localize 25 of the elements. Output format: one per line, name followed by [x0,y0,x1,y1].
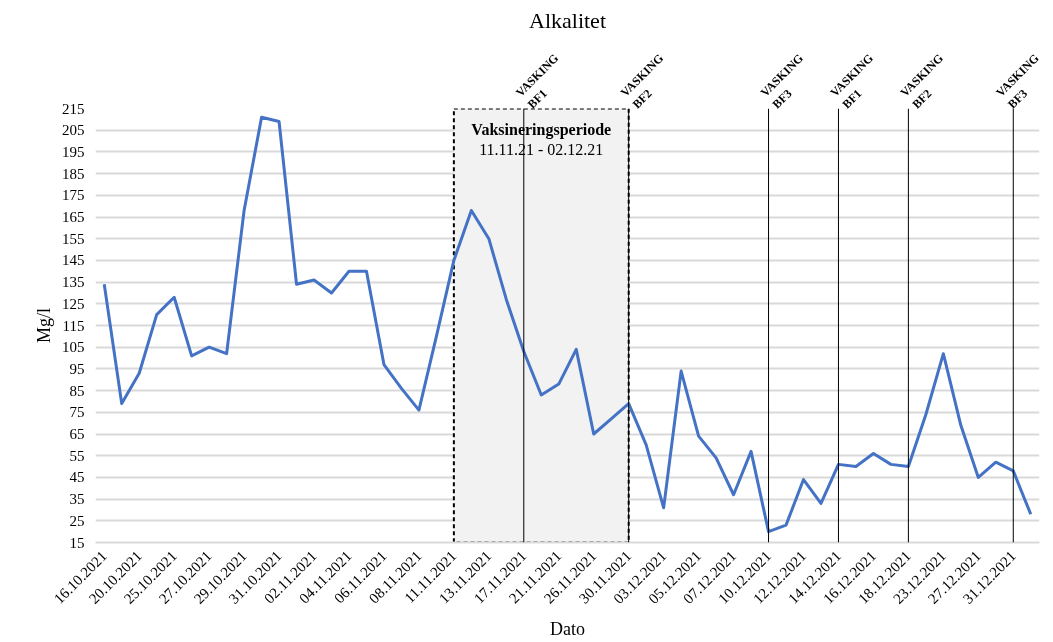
y-tick-label: 115 [62,317,85,334]
y-tick-label: 165 [62,209,85,225]
y-tick-label: 155 [62,230,85,247]
y-tick-label: 75 [69,404,85,421]
y-tick-label: 65 [69,426,85,442]
line-series [102,115,1033,534]
y-tick-label: 145 [62,252,85,269]
chart-title: Alkalitet [529,7,606,33]
y-tick-label: 185 [62,165,85,182]
y-tick-label: 205 [62,122,85,139]
y-tick-label: 135 [62,274,85,291]
y-tick-label: 215 [62,100,85,117]
y-tick-label: 85 [69,382,85,399]
y-tick-label: 35 [69,491,85,508]
y-tick-label: 45 [69,469,85,486]
y-tick-label: 55 [69,447,85,464]
x-axis-title: Dato [550,619,586,640]
y-tick-label: 25 [69,512,85,529]
y-tick-label: 125 [62,295,85,312]
y-tick-label: 175 [62,187,85,204]
y-axis-title: Mg/l [34,307,54,343]
y-tick-label: 105 [62,339,85,356]
y-tick-label: 195 [62,143,85,160]
y-tick-label: 15 [69,534,85,551]
y-tick-label: 95 [69,360,85,377]
